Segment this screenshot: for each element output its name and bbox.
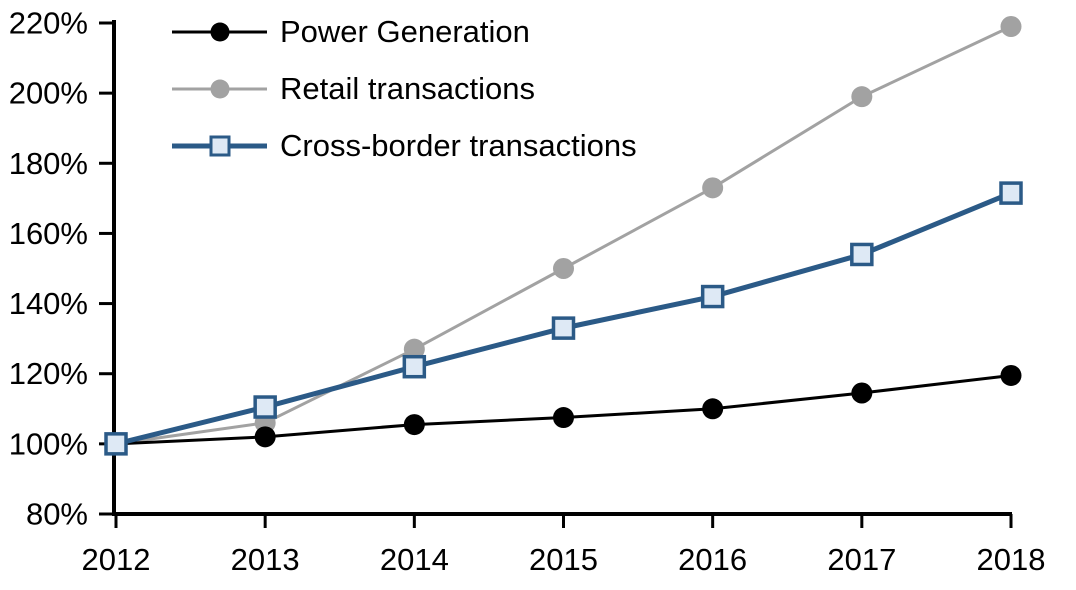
- circle-marker-icon: [210, 79, 229, 98]
- series-marker-cross-border-transactions: [999, 181, 1023, 205]
- series-marker-retail-transactions: [1000, 16, 1022, 38]
- x-tick-label: 2013: [231, 542, 300, 577]
- series-marker-power-generation: [403, 414, 425, 436]
- legend-item-power-generation: Power Generation: [172, 3, 637, 60]
- y-tick-label: 160%: [9, 216, 88, 251]
- series-marker-power-generation: [254, 426, 276, 448]
- y-tick-label: 140%: [9, 286, 88, 321]
- series-marker-retail-transactions: [403, 338, 425, 360]
- legend-label: Power Generation: [280, 14, 530, 49]
- series-marker-retail-transactions: [553, 258, 574, 279]
- x-tick-label: 2018: [977, 542, 1046, 577]
- y-tick-label: 100%: [9, 426, 88, 461]
- retail-transactions-legend-marker: [172, 76, 267, 102]
- series-marker-retail-transactions: [702, 177, 724, 199]
- series-marker-power-generation: [702, 398, 724, 420]
- series-marker-cross-border-transactions: [850, 242, 874, 267]
- cross-border-transactions-legend-marker: [172, 133, 267, 159]
- legend-item-retail-transactions: Retail transactions: [172, 60, 637, 117]
- x-tick-label: 2012: [82, 542, 151, 577]
- y-tick-label: 200%: [9, 76, 88, 111]
- x-tick-label: 2014: [380, 542, 449, 577]
- series-marker-cross-border-transactions: [551, 316, 576, 340]
- circle-marker-icon: [210, 22, 229, 41]
- y-tick-label: 220%: [9, 6, 88, 41]
- series-marker-cross-border-transactions: [700, 284, 725, 309]
- x-tick-label: 2015: [529, 542, 598, 577]
- power-generation-legend-marker: [172, 19, 267, 45]
- series-marker-cross-border-transactions: [402, 354, 427, 379]
- legend-item-cross-border-transactions: Cross-border transactions: [172, 117, 637, 174]
- x-tick-label: 2016: [678, 542, 747, 577]
- series-marker-retail-transactions: [851, 86, 873, 108]
- x-tick-label: 2017: [827, 542, 896, 577]
- legend: Power Generation Retail transactions Cro…: [172, 3, 637, 174]
- legend-label: Retail transactions: [280, 71, 536, 106]
- series-marker-cross-border-transactions: [104, 432, 128, 456]
- y-tick-label: 80%: [26, 497, 88, 532]
- series-marker-power-generation: [553, 407, 574, 429]
- series-marker-cross-border-transactions: [253, 395, 277, 419]
- series-marker-power-generation: [851, 382, 873, 404]
- square-marker-icon: [209, 135, 230, 156]
- y-tick-label: 120%: [9, 356, 88, 391]
- y-tick-label: 180%: [9, 146, 88, 181]
- series-marker-power-generation: [1000, 364, 1022, 386]
- legend-label: Cross-border transactions: [280, 128, 637, 163]
